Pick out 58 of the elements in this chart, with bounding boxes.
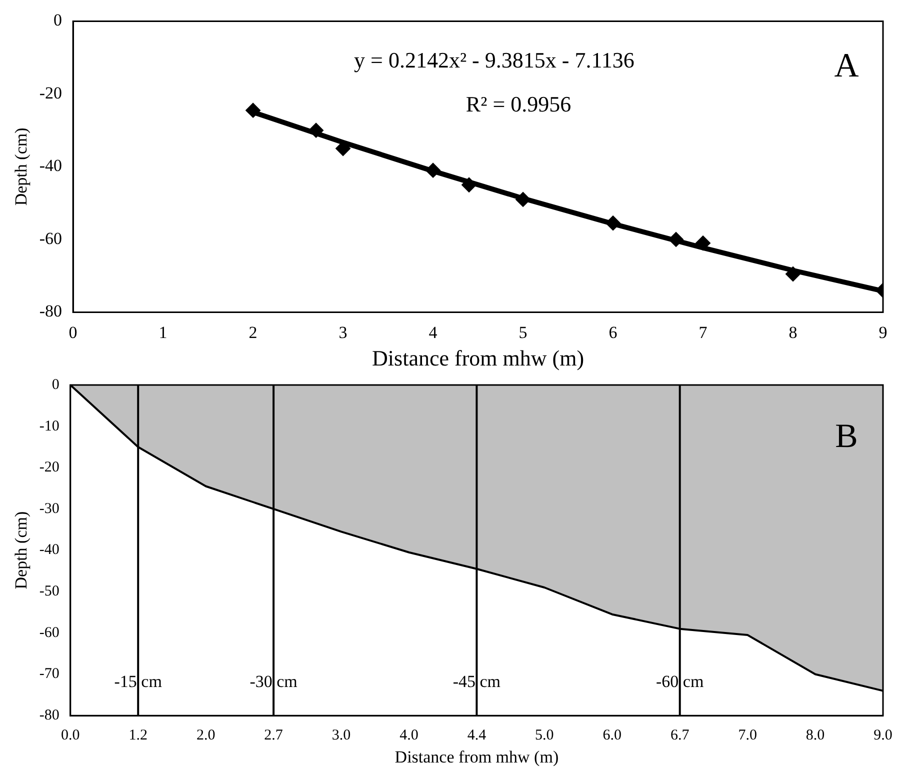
y-tick-label: -70	[39, 666, 60, 682]
point	[426, 162, 441, 178]
y-tick-label: 0	[52, 376, 60, 393]
ref-line-label: -30 cm	[250, 672, 298, 692]
annotation: A	[834, 48, 860, 85]
point	[516, 192, 531, 207]
x-axis-title: Distance from mhw (m)	[394, 747, 559, 766]
y-tick-label: 0	[54, 10, 62, 30]
point	[462, 177, 477, 192]
x-tick-label: 2.7	[264, 728, 284, 744]
x-tick-label: 2.0	[196, 728, 216, 744]
x-tick-label: 3.0	[332, 728, 351, 744]
point	[606, 216, 621, 231]
x-tick-label: 4	[428, 322, 438, 342]
x-tick-label: 7	[698, 322, 708, 342]
x-tick-label: 7.0	[738, 728, 757, 744]
x-axis-title: Distance from mhw (m)	[372, 346, 584, 371]
point	[696, 236, 711, 251]
y-axis-title: Depth (cm)	[12, 511, 31, 590]
x-tick-label: 4.0	[400, 728, 418, 744]
y-tick-label: -10	[39, 418, 60, 434]
point	[246, 102, 261, 118]
x-tick-label: 9.0	[874, 728, 892, 744]
x-tick-label: 0.0	[61, 728, 80, 744]
y-tick-label: -80	[39, 708, 60, 724]
x-tick-label: 8.0	[806, 728, 825, 744]
x-tick-label: 4.4	[467, 728, 487, 744]
y-axis-title: Depth (cm)	[12, 128, 31, 206]
y-tick-label: -20	[39, 460, 60, 476]
x-tick-label: 8	[788, 322, 798, 342]
y-tick-label: -20	[39, 83, 62, 102]
y-tick-label: -80	[39, 302, 62, 321]
x-tick-label: 6	[608, 322, 618, 342]
ref-line-label: -15 cm	[114, 672, 162, 692]
x-tick-label: 3	[338, 322, 348, 342]
point	[786, 266, 801, 282]
point	[668, 232, 684, 247]
x-tick-label: 0	[68, 322, 78, 342]
x-tick-label: 1	[158, 322, 168, 342]
x-tick-label: 6.0	[602, 728, 622, 744]
annotation: y = 0.2142x² - 9.3815x - 7.1136	[354, 48, 634, 73]
x-tick-label: 5.0	[535, 728, 554, 744]
y-tick-label: -60	[39, 228, 62, 248]
y-tick-label: -40	[39, 542, 60, 558]
y-tick-label: -50	[39, 584, 60, 600]
y-tick-label: -60	[39, 624, 60, 641]
x-tick-label: 2	[248, 322, 258, 342]
annotation: R² = 0.9956	[466, 91, 572, 116]
y-tick-label: -40	[39, 156, 62, 176]
x-tick-label: 5	[518, 322, 528, 342]
annotation: B	[835, 418, 858, 455]
x-tick-label: 1.2	[128, 728, 148, 744]
ref-line-label: -45 cm	[452, 672, 501, 692]
point	[308, 122, 324, 138]
ref-line-label: -60 cm	[656, 672, 704, 692]
x-tick-label: 6.7	[670, 728, 690, 744]
x-tick-label: 9	[878, 322, 888, 342]
y-tick-label: -30	[39, 500, 60, 517]
